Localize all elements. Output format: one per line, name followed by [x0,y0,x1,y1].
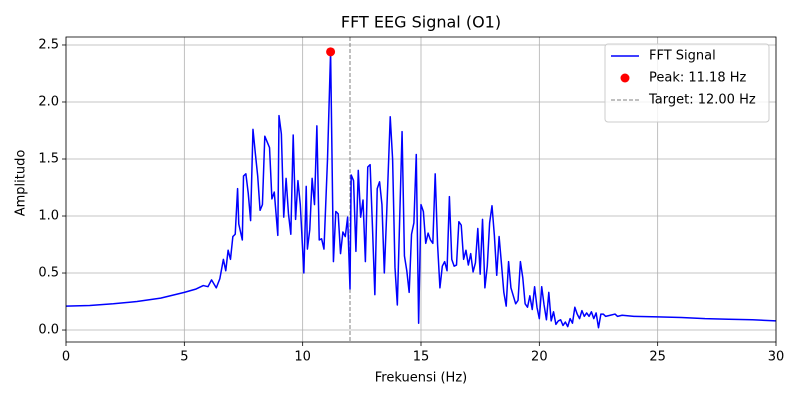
x-tick-label: 10 [294,350,311,365]
x-tick-label: 30 [768,350,785,365]
y-axis-label: Amplitudo [14,150,29,217]
legend-label: Target: 12.00 Hz [648,93,756,108]
legend-label: FFT Signal [649,49,716,64]
x-axis-label: Frekuensi (Hz) [375,371,467,386]
legend-box [604,43,770,123]
y-tick-label: 2.5 [38,37,59,52]
plot-frame [65,36,777,343]
x-tick-label: 5 [180,350,188,365]
chart-title: FFT EEG Signal (O1) [341,13,501,32]
y-tick-label: 0.0 [38,323,59,338]
legend-marker [620,73,630,83]
fft-line [65,51,777,329]
legend-label: Peak: 11.18 Hz [649,71,747,86]
peak-marker [326,47,336,57]
x-tick-label: 15 [413,350,430,365]
x-tick-label: 20 [531,350,548,365]
y-tick-label: 0.5 [38,266,59,281]
legend: FFT Signal Peak: 11.18 Hz Target: 12.00 Hz [604,43,770,123]
x-tick-label: 0 [62,350,70,365]
y-tick-label: 1.0 [38,209,59,224]
x-tick-label: 25 [649,350,666,365]
y-tick-label: 2.0 [38,94,59,109]
y-tick-label: 1.5 [38,152,59,167]
